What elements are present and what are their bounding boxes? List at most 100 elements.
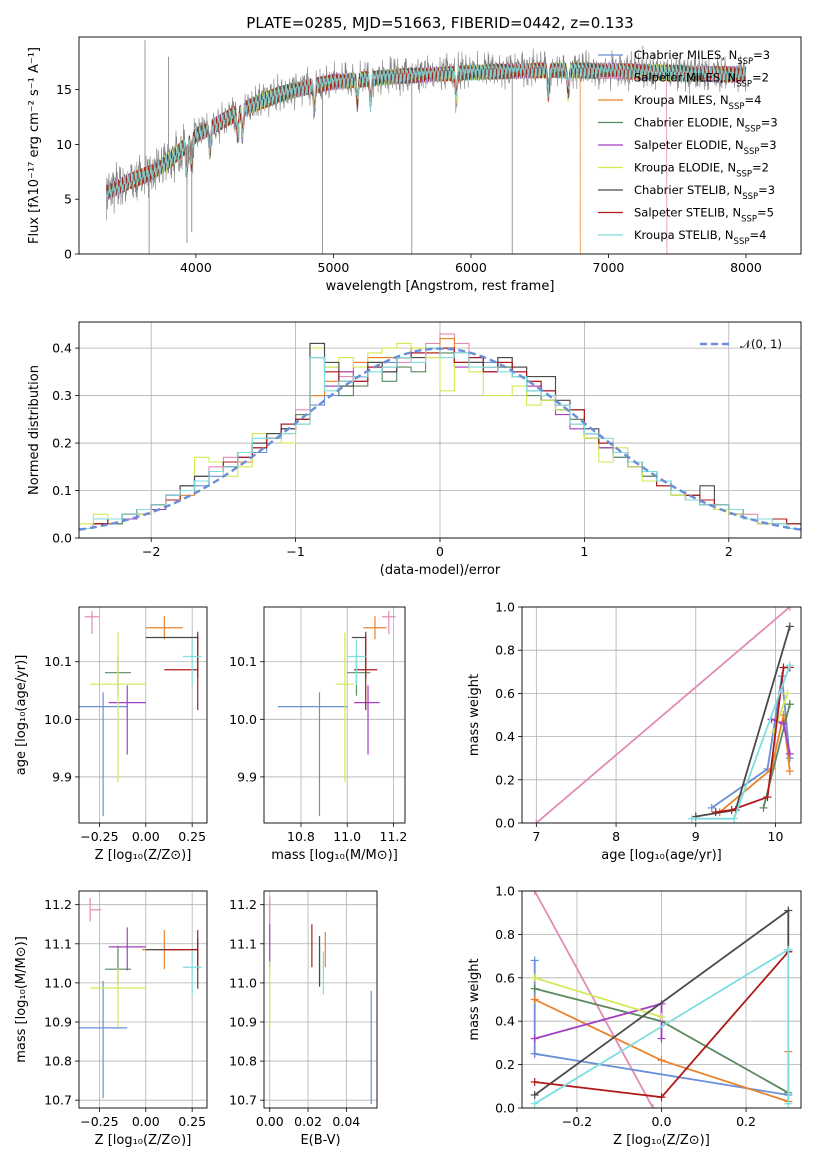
series-line xyxy=(535,607,791,823)
series-marker xyxy=(783,689,792,698)
data-point xyxy=(108,685,146,755)
legend-label: 𝒩(0, 1) xyxy=(740,337,782,351)
data-point xyxy=(277,692,348,817)
y-tick-label: 5 xyxy=(64,192,72,207)
x-tick-label: 10 xyxy=(768,829,784,844)
y-tick-label: 11.0 xyxy=(44,975,72,990)
series-marker xyxy=(530,1034,539,1043)
x-axis-label: mass [log₁₀(M/M⊙)] xyxy=(271,848,398,863)
x-tick-label: −1 xyxy=(286,544,304,559)
series-marker xyxy=(530,1099,539,1108)
legend-label-main: Kroupa STELIB, N xyxy=(634,228,734,242)
mass_vs_z-frame xyxy=(78,890,208,1109)
y-tick-label: 10.9 xyxy=(44,1014,72,1029)
legend-label: Chabrier STELIB, NSSP=3 xyxy=(634,183,775,202)
y-tick-label: 11.2 xyxy=(44,897,72,912)
y-tick-label: 0.0 xyxy=(52,531,72,546)
y-tick-label: 10 xyxy=(56,137,72,152)
age_vs_z-plot xyxy=(79,611,202,817)
series-marker xyxy=(779,719,788,728)
series-marker xyxy=(730,814,739,823)
y-axis-label: mass weight xyxy=(467,958,482,1040)
x-tick-label: 7000 xyxy=(593,260,625,275)
mass_vs_z-axes: −0.25 0.00 0.25 10.7 10.8 10.9 11.0 11.1 11.2 Z [… xyxy=(14,891,207,1148)
legend-label: Chabrier MILES, NSSP=3 xyxy=(634,48,770,67)
age_vs_mass-plot xyxy=(277,611,396,817)
legend-label-tail: =5 xyxy=(757,206,774,220)
x-axis-label: Z [log₁₀(Z/Z⊙)] xyxy=(613,1133,710,1148)
legend-label-tail: =2 xyxy=(752,161,769,175)
data-point xyxy=(108,927,146,971)
x-tick-label: 4000 xyxy=(180,260,212,275)
legend-label-main: Chabrier ELODIE, N xyxy=(634,116,745,130)
chart-title: PLATE=0285, MJD=51663, FIBERID=0442, z=0… xyxy=(246,14,633,32)
data-point xyxy=(182,639,202,686)
series-marker xyxy=(530,891,539,895)
model-spectrum-line xyxy=(106,62,747,201)
y-tick-label: 0.1 xyxy=(52,483,72,498)
data-point xyxy=(145,631,199,678)
mass_vs_ebv-axes: 0.00 0.02 0.04 10.7 10.8 10.9 11.0 11.1 11.2 E(B-… xyxy=(229,891,377,1148)
legend-label: Kroupa MILES, NSSP=4 xyxy=(634,93,761,112)
data-point xyxy=(182,951,202,995)
y-axis-label: Flux [fλ10⁻¹⁷ erg cm⁻² s⁻¹ A⁻¹] xyxy=(27,47,42,244)
x-tick-label: 11.0 xyxy=(333,829,361,844)
legend-label-sub: SSP xyxy=(734,237,750,247)
legend-label-sub: SSP xyxy=(736,170,752,180)
series-marker xyxy=(707,803,716,812)
x-tick-label: 6000 xyxy=(455,260,487,275)
series-marker xyxy=(785,700,794,709)
legend-label-tail: =3 xyxy=(753,48,770,62)
series-marker xyxy=(785,661,794,670)
x-tick-label: 0.0 xyxy=(652,1114,672,1129)
age_vs_mass-frame xyxy=(263,606,406,824)
legend-label: Chabrier ELODIE, NSSP=3 xyxy=(634,116,778,135)
x-tick-label: 0.04 xyxy=(332,1114,360,1129)
residuals-plot xyxy=(79,333,801,531)
age_vs_z-axes: −0.25 0.00 0.25 9.9 10.0 10.1 Z [log₁₀(Z/Z⊙)] a… xyxy=(14,607,207,863)
y-tick-label: 0.2 xyxy=(52,436,72,451)
data-point xyxy=(79,692,128,817)
x-tick-label: 8 xyxy=(612,829,620,844)
mass_vs_ebv-frame xyxy=(263,890,378,1109)
data-point xyxy=(347,639,366,686)
y-tick-label: 0 xyxy=(64,247,72,262)
x-tick-label: 11.2 xyxy=(380,829,408,844)
data-point xyxy=(145,616,183,640)
spectrum-plot xyxy=(106,40,747,254)
y-tick-label: 0.6 xyxy=(495,686,515,701)
y-axis-label: mass [log₁₀(M/M⊙)] xyxy=(14,936,29,1063)
y-tick-label: 11.0 xyxy=(229,975,257,990)
y-tick-label: 15 xyxy=(56,82,72,97)
x-tick-label: 5000 xyxy=(318,260,350,275)
series-marker xyxy=(727,806,736,815)
y-axis-label: Normed distribution xyxy=(27,365,42,495)
series-marker xyxy=(657,1093,666,1102)
legend-label-sub: SSP xyxy=(737,57,753,67)
legend-label-main: Chabrier MILES, N xyxy=(634,48,737,62)
series-marker xyxy=(687,814,696,823)
y-tick-label: 10.9 xyxy=(229,1014,257,1029)
x-tick-label: 1 xyxy=(580,544,588,559)
age_vs_z-frame xyxy=(78,606,208,824)
y-tick-label: 10.1 xyxy=(229,654,257,669)
x-tick-label: 0.02 xyxy=(294,1114,322,1129)
mass_vs_z-plot xyxy=(79,898,202,1099)
y-tick-label: 10.7 xyxy=(44,1093,72,1108)
legend-label-sub: SSP xyxy=(744,147,760,157)
data-point xyxy=(90,632,146,783)
x-tick-label: 8000 xyxy=(730,260,762,275)
spectrum-frame xyxy=(78,36,802,255)
y-tick-label: 0.4 xyxy=(495,729,515,744)
legend-label: Salpeter MILES, NSSP=2 xyxy=(634,71,769,90)
series-marker xyxy=(532,819,541,823)
y-tick-label: 10.0 xyxy=(44,712,72,727)
series-marker xyxy=(784,906,793,915)
y-tick-label: 0.6 xyxy=(495,970,515,985)
y-tick-label: 0.2 xyxy=(495,772,515,787)
series-marker xyxy=(649,1104,658,1108)
series-marker xyxy=(784,1099,793,1108)
series-marker xyxy=(530,995,539,1004)
